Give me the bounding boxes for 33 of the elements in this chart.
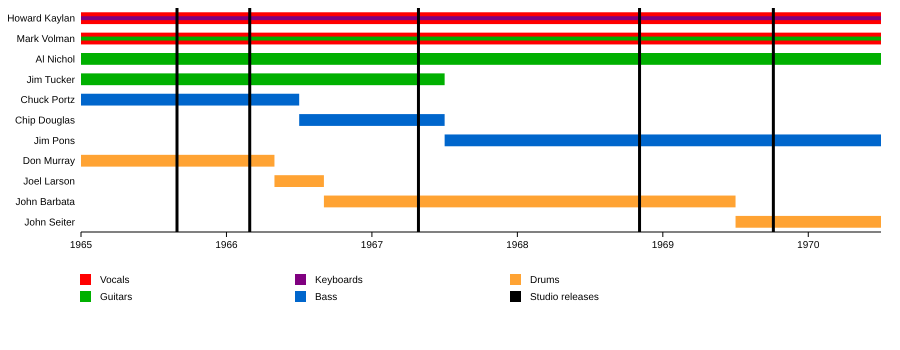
bar bbox=[81, 53, 881, 65]
y-tick-label: John Barbata bbox=[16, 196, 76, 208]
x-tick-label: 1970 bbox=[797, 240, 820, 251]
legend-label: Studio releases bbox=[530, 292, 599, 303]
legend-label: Bass bbox=[315, 292, 338, 303]
legend-label: Keyboards bbox=[315, 275, 363, 286]
x-tick-label: 1968 bbox=[506, 240, 529, 251]
bar bbox=[736, 216, 881, 228]
bar bbox=[81, 154, 274, 167]
bar bbox=[299, 114, 445, 126]
y-tick-label: Jim Tucker bbox=[26, 74, 76, 86]
x-tick-label: 1967 bbox=[360, 240, 384, 251]
legend-label: Drums bbox=[530, 275, 560, 286]
bar bbox=[81, 94, 300, 106]
x-tick-label: 1966 bbox=[215, 240, 238, 251]
legend-label: Guitars bbox=[100, 292, 132, 303]
bar bbox=[324, 196, 736, 208]
y-tick-label: Chip Douglas bbox=[14, 116, 75, 126]
y-tick-label: Mark Volman bbox=[16, 34, 75, 46]
bar bbox=[81, 73, 445, 86]
y-tick-label: Don Murray bbox=[22, 156, 75, 168]
x-tick-label: 1969 bbox=[652, 240, 674, 251]
y-tick-label: Howard Kaylan bbox=[7, 14, 75, 25]
y-tick-label: John Seiter bbox=[24, 217, 76, 228]
bar bbox=[81, 16, 881, 20]
y-tick-label: Chuck Portz bbox=[20, 95, 75, 106]
y-tick-label: Joel Larson bbox=[23, 176, 75, 188]
y-tick-label: Al Nichol bbox=[36, 54, 75, 66]
legend-label: Vocals bbox=[100, 275, 130, 286]
y-tick-label: Jim Pons bbox=[34, 136, 75, 147]
bar bbox=[444, 134, 881, 146]
bar bbox=[274, 175, 324, 187]
x-tick-label: 1965 bbox=[70, 240, 93, 251]
